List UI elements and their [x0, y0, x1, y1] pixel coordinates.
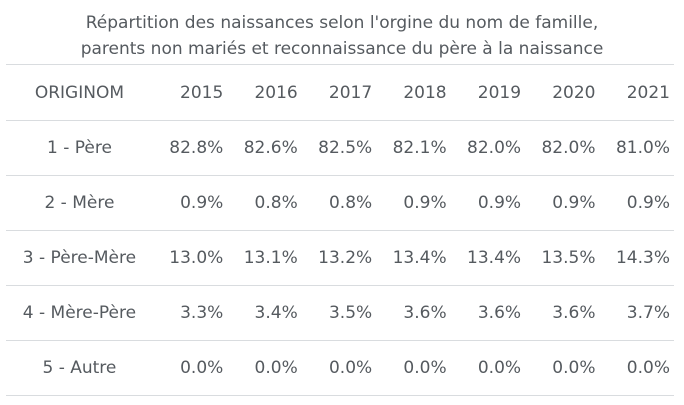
table-cell: 3.4%: [254, 303, 298, 323]
chart-title-line-1: Répartition des naissances selon l'orgin…: [85, 13, 599, 33]
column-header-2016: 2016: [254, 82, 298, 103]
table-cell: 3.6%: [477, 303, 522, 323]
table-cell: 82.0%: [467, 138, 522, 158]
table-cell: 3.7%: [626, 303, 670, 323]
chart-title: Répartition des naissances selon l'orgin…: [0, 0, 684, 64]
table-cell: 0.0%: [180, 358, 224, 378]
column-header-2021: 2021: [626, 82, 670, 103]
table-row: 4 - Mère-Père 3.3% 3.4% 3.5% 3.6% 3.6% 3…: [6, 286, 674, 341]
row-label: 4 - Mère-Père: [22, 303, 137, 323]
table-cell: 82.1%: [392, 138, 447, 158]
table-cell: 13.4%: [467, 248, 522, 268]
table-row: 3 - Père-Mère 13.0% 13.1% 13.2% 13.4% 13…: [6, 231, 674, 286]
table-cell: 0.9%: [552, 193, 596, 213]
column-header-2020: 2020: [552, 82, 596, 103]
table-cell: 3.5%: [328, 303, 373, 323]
table-cell: 0.8%: [254, 193, 298, 213]
table-cell: 82.0%: [541, 138, 596, 158]
table-row: 2 - Mère 0.9% 0.8% 0.8% 0.9% 0.9% 0.9% 0…: [6, 176, 674, 231]
table-cell: 13.0%: [169, 248, 224, 268]
table-cell: 82.6%: [243, 138, 298, 158]
table-cell: 13.2%: [318, 248, 373, 268]
table-cell: 13.1%: [243, 248, 298, 268]
table-cell: 82.8%: [169, 138, 224, 158]
header-row: ORIGINOM 2015 2016 2017 2018 2019 2020 2…: [6, 64, 674, 121]
row-label: 2 - Mère: [44, 193, 115, 213]
table-row: 1 - Père 82.8% 82.6% 82.5% 82.1% 82.0% 8…: [6, 121, 674, 176]
chart-title-line-2: parents non mariés et reconnaissance du …: [80, 39, 604, 59]
table-cell: 0.0%: [552, 358, 596, 378]
column-header-2017: 2017: [328, 82, 373, 103]
table-cell: 0.9%: [626, 193, 670, 213]
row-header-label: ORIGINOM: [34, 82, 125, 103]
table-body: 1 - Père 82.8% 82.6% 82.5% 82.1% 82.0% 8…: [6, 121, 674, 396]
table-cell: 3.6%: [552, 303, 596, 323]
table-cell: 14.3%: [615, 248, 670, 268]
row-label: 5 - Autre: [42, 358, 117, 378]
table-cell: 0.0%: [403, 358, 447, 378]
table-cell: 0.8%: [328, 193, 373, 213]
table-row: 5 - Autre 0.0% 0.0% 0.0% 0.0% 0.0% 0.0% …: [6, 341, 674, 396]
table-cell: 3.3%: [180, 303, 224, 323]
column-header-2019: 2019: [477, 82, 522, 103]
data-table: ORIGINOM 2015 2016 2017 2018 2019 2020 2…: [6, 64, 674, 396]
table-cell: 3.6%: [403, 303, 447, 323]
table-cell: 0.9%: [180, 193, 224, 213]
table-cell: 0.9%: [477, 193, 522, 213]
table-cell: 0.0%: [626, 358, 670, 378]
column-header-2018: 2018: [403, 82, 447, 103]
table-cell: 13.4%: [392, 248, 447, 268]
row-label: 1 - Père: [46, 138, 112, 158]
table-cell: 0.9%: [403, 193, 447, 213]
table-cell: 0.0%: [477, 358, 522, 378]
row-label: 3 - Père-Mère: [22, 248, 137, 268]
table-cell: 81.0%: [615, 138, 670, 158]
table-cell: 0.0%: [254, 358, 298, 378]
table-cell: 0.0%: [328, 358, 373, 378]
column-header-2015: 2015: [180, 82, 224, 103]
table-cell: 13.5%: [541, 248, 596, 268]
table-cell: 82.5%: [318, 138, 373, 158]
